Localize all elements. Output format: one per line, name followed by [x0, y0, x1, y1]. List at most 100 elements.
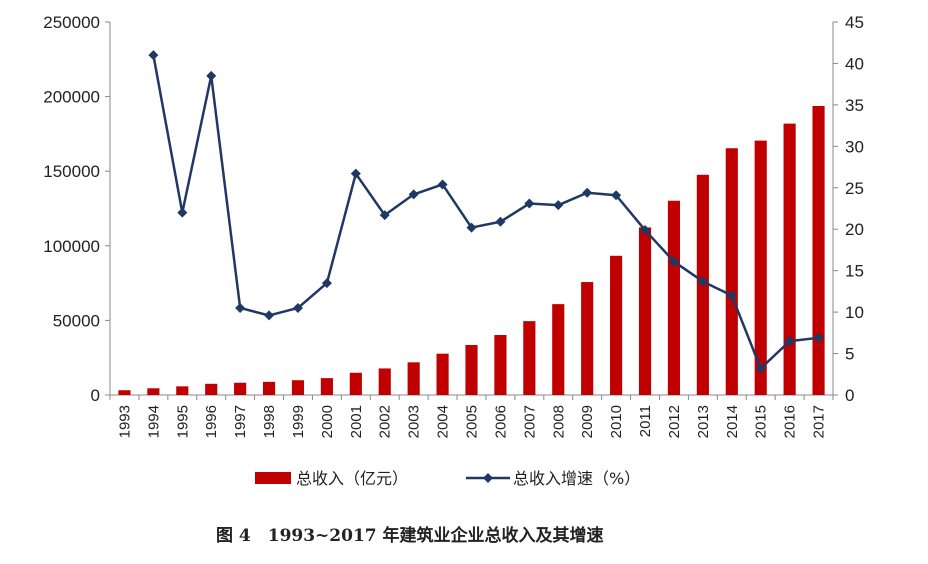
growth-point [264, 310, 275, 321]
growth-point [466, 222, 477, 233]
right-axis-tick-label: 40 [845, 54, 864, 73]
growth-point [177, 207, 188, 218]
x-axis-tick-label: 2002 [377, 405, 394, 438]
bar [320, 378, 333, 395]
right-axis-tick-label: 15 [845, 262, 864, 281]
growth-point [524, 198, 535, 209]
x-axis-tick-label: 2006 [492, 405, 509, 438]
bar [176, 386, 189, 395]
right-axis-ticks: 0 5 10 15 20 25 30 35 40 45 [833, 13, 864, 405]
bar [234, 382, 247, 395]
bar [523, 321, 536, 395]
bar [610, 255, 623, 395]
x-axis-tick-label: 2008 [550, 405, 567, 438]
legend: 总收入（亿元） 总收入增速（%） [255, 469, 640, 488]
bar [349, 372, 362, 395]
left-axis-tick-label: 250000 [43, 13, 100, 32]
x-axis-tick-label: 2016 [782, 405, 799, 438]
x-axis-tick-label: 2014 [724, 405, 741, 438]
bar [494, 335, 507, 395]
growth-point [235, 302, 246, 313]
growth-point [813, 332, 824, 343]
x-axis-tick-label: 1996 [203, 405, 220, 438]
growth-point [726, 290, 737, 301]
growth-point [321, 278, 332, 289]
right-axis-tick-label: 20 [845, 220, 864, 239]
bar [118, 390, 131, 395]
growth-point [495, 216, 506, 227]
x-axis-tick-label: 1997 [232, 405, 249, 438]
x-axis-tick-label: 2015 [753, 405, 770, 438]
x-axis-tick-label: 1999 [290, 405, 307, 438]
x-axis-tick-label: 2003 [406, 405, 423, 438]
bar [147, 388, 160, 395]
right-axis-tick-label: 30 [845, 137, 864, 156]
left-axis-tick-label: 100000 [43, 237, 100, 256]
legend-line-label: 总收入增速（%） [513, 469, 640, 488]
right-axis-tick-label: 25 [845, 179, 864, 198]
legend-bar-label: 总收入（亿元） [296, 469, 408, 488]
growth-point [582, 187, 593, 198]
x-axis-tick-label: 2004 [435, 405, 452, 438]
figure-caption: 图 4 1993~2017 年建筑业企业总收入及其增速 [216, 525, 604, 546]
right-axis-tick-label: 10 [845, 303, 864, 322]
right-axis-tick-label: 45 [845, 13, 864, 32]
left-axis-ticks: 0 50000 100000 150000 200000 250000 [43, 13, 110, 405]
right-axis-tick-label: 35 [845, 96, 864, 115]
x-axis-tick-label: 2009 [579, 405, 596, 438]
bar [407, 362, 420, 395]
bar [638, 227, 652, 395]
growth-point [755, 363, 766, 374]
bar [754, 140, 767, 395]
x-axis-tick-label: 1994 [145, 405, 162, 438]
bar-series [118, 105, 825, 396]
bar [205, 383, 218, 395]
growth-point [292, 302, 303, 313]
x-axis-tick-label: 2001 [348, 405, 365, 438]
bar [378, 368, 391, 395]
left-axis-tick-label: 50000 [53, 311, 100, 330]
x-axis-tick-label: 2011 [637, 405, 654, 437]
x-axis-tick-label: 2007 [521, 405, 538, 438]
x-axis-tick-labels: 1993 1994 1995 1996 1997 1998 1999 2000 2001 2002… [116, 405, 827, 438]
growth-point [437, 179, 448, 190]
x-axis-tick-label: 2000 [319, 405, 336, 438]
bar [465, 345, 478, 395]
x-axis-tick-label: 2010 [608, 405, 625, 438]
left-axis-tick-label: 150000 [43, 162, 100, 181]
bar [667, 200, 681, 395]
growth-point [784, 336, 795, 347]
growth-point [350, 168, 361, 179]
bar [262, 381, 276, 395]
x-axis-tick-label: 1995 [174, 405, 191, 438]
legend-bar-swatch [255, 472, 291, 484]
x-axis-tick-label: 2017 [811, 405, 828, 438]
growth-point [697, 276, 708, 287]
left-axis-tick-label: 200000 [43, 88, 100, 107]
bar [436, 353, 449, 395]
line-series [148, 50, 824, 374]
growth-point [668, 256, 679, 267]
legend-line-marker [483, 473, 493, 483]
bar [725, 148, 738, 395]
growth-point [148, 50, 159, 61]
x-axis-tick-label: 2012 [666, 405, 683, 438]
growth-point [408, 189, 419, 200]
x-axis-tick-label: 2013 [695, 405, 712, 438]
bar [783, 123, 796, 396]
x-axis-tick-marks [109, 395, 834, 400]
bar [552, 304, 565, 395]
x-axis-tick-label: 2005 [464, 405, 481, 438]
growth-point [611, 190, 622, 201]
bar [291, 380, 305, 395]
right-axis-tick-label: 5 [845, 345, 854, 364]
growth-point [379, 210, 390, 221]
bar [581, 282, 594, 395]
growth-point [640, 225, 651, 236]
bar [812, 105, 825, 395]
right-axis-tick-label: 0 [845, 386, 854, 405]
x-axis-tick-label: 1993 [116, 405, 133, 438]
growth-point [206, 70, 217, 81]
growth-point [553, 200, 564, 211]
